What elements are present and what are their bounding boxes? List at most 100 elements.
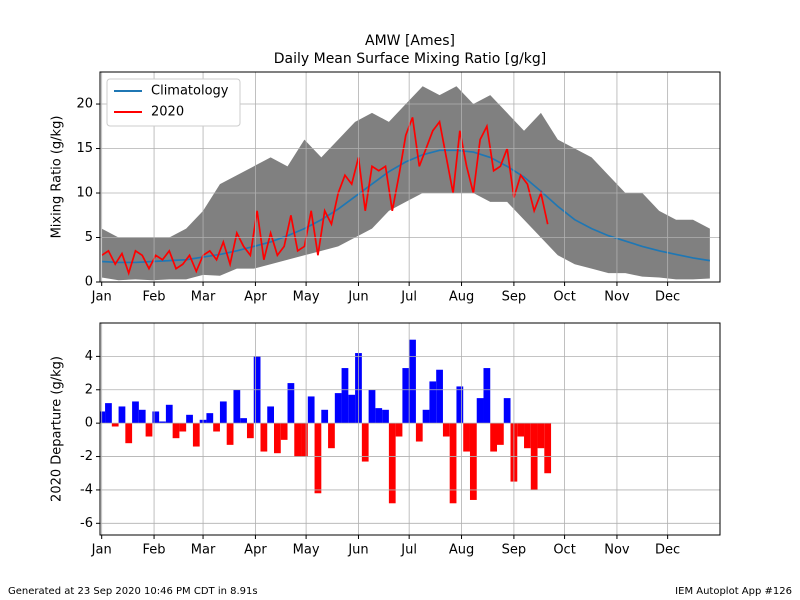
bar: [118, 406, 126, 424]
bar: [125, 423, 133, 444]
footer-left: Generated at 23 Sep 2020 10:46 PM CDT in…: [8, 586, 258, 597]
x-tick-label: Nov: [604, 543, 630, 558]
bar: [159, 421, 166, 424]
x-tick-label: Sep: [502, 543, 527, 558]
x-tick-label: Apr: [244, 290, 267, 305]
x-tick-label: Jun: [347, 543, 368, 558]
x-tick-label: Jun: [347, 290, 368, 305]
x-tick-label: Feb: [143, 543, 166, 558]
bar: [503, 398, 511, 424]
bar: [307, 396, 315, 424]
bar: [246, 423, 254, 439]
bar: [165, 404, 173, 424]
y-tick-label: 10: [76, 186, 93, 201]
bar: [233, 389, 241, 424]
bar: [348, 394, 356, 424]
bar: [382, 409, 389, 424]
x-tick-label: Jan: [91, 543, 112, 558]
bar: [152, 411, 160, 424]
axes-frame: [99, 322, 721, 536]
bar: [172, 423, 180, 439]
x-tick-label: Dec: [655, 290, 680, 305]
bar: [105, 403, 112, 424]
bar: [497, 423, 504, 445]
y-tick-label: 15: [76, 141, 93, 156]
bar: [517, 423, 525, 437]
x-tick-label: Mar: [191, 290, 216, 305]
axes-frame: [99, 71, 721, 283]
bar: [476, 398, 484, 424]
chart-subtitle: Daily Mean Surface Mixing Ratio [g/kg]: [274, 51, 547, 67]
bar: [341, 368, 349, 424]
bar: [321, 409, 329, 424]
y-tick-label: -2: [80, 449, 93, 464]
bar: [415, 423, 423, 442]
bar: [334, 393, 342, 424]
bar: [240, 418, 247, 424]
bar: [402, 368, 410, 424]
x-tick-label: Feb: [143, 290, 166, 305]
x-tick-label: Aug: [449, 290, 474, 305]
bar: [145, 423, 153, 437]
x-tick-label: Apr: [244, 543, 267, 558]
y-tick-label: 20: [76, 97, 93, 112]
bar: [267, 406, 275, 424]
x-tick-label: Dec: [655, 543, 680, 558]
x-tick-label: May: [293, 290, 320, 305]
bar: [274, 423, 281, 454]
bar: [436, 369, 443, 424]
y-tick-label: 5: [85, 230, 93, 245]
y-tick-label: 0: [85, 275, 93, 290]
bar: [469, 423, 477, 500]
y-tick-label: -4: [80, 482, 93, 497]
footer-right: IEM Autoplot App #126: [675, 586, 792, 597]
bar: [138, 409, 146, 424]
bar: [361, 423, 369, 462]
x-tick-label: Mar: [191, 543, 216, 558]
plot-area: [100, 339, 552, 504]
y-tick-label: 4: [85, 349, 93, 364]
bar: [328, 423, 335, 449]
bar: [301, 423, 308, 457]
bar: [375, 408, 383, 424]
bar: [226, 423, 234, 445]
chart-title: AMW [Ames]: [365, 33, 455, 49]
bar: [179, 423, 187, 432]
bar: [132, 401, 139, 424]
bar: [449, 423, 457, 504]
bar: [192, 423, 200, 447]
bar: [100, 411, 106, 424]
x-tick-label: Jul: [400, 290, 417, 305]
bar: [463, 423, 470, 452]
bar: [524, 423, 531, 449]
bar: [213, 423, 220, 432]
bar: [314, 423, 322, 494]
bar: [456, 386, 464, 424]
bar: [111, 423, 119, 427]
bar: [429, 381, 437, 424]
bar: [409, 339, 416, 424]
y-axis-label: Mixing Ratio (g/kg): [50, 116, 65, 239]
legend-label: 2020: [151, 105, 184, 120]
bar: [280, 423, 288, 440]
bar: [368, 389, 376, 424]
y-tick-label: 0: [85, 416, 93, 431]
bar: [537, 423, 545, 449]
x-tick-label: Aug: [449, 543, 474, 558]
y-tick-label: 2: [85, 382, 93, 397]
bar: [442, 423, 450, 437]
bar: [186, 414, 193, 424]
bar: [483, 368, 491, 424]
bar: [260, 423, 268, 452]
x-tick-label: Jan: [91, 290, 112, 305]
bar: [294, 423, 302, 457]
bar: [219, 401, 227, 424]
bar: [490, 423, 498, 452]
bar: [395, 423, 403, 437]
y-axis-label: 2020 Departure (g/kg): [50, 356, 65, 502]
x-tick-label: Oct: [553, 290, 575, 305]
x-tick-label: May: [293, 543, 320, 558]
y-tick-label: -6: [80, 516, 93, 531]
x-tick-label: Jul: [400, 543, 417, 558]
